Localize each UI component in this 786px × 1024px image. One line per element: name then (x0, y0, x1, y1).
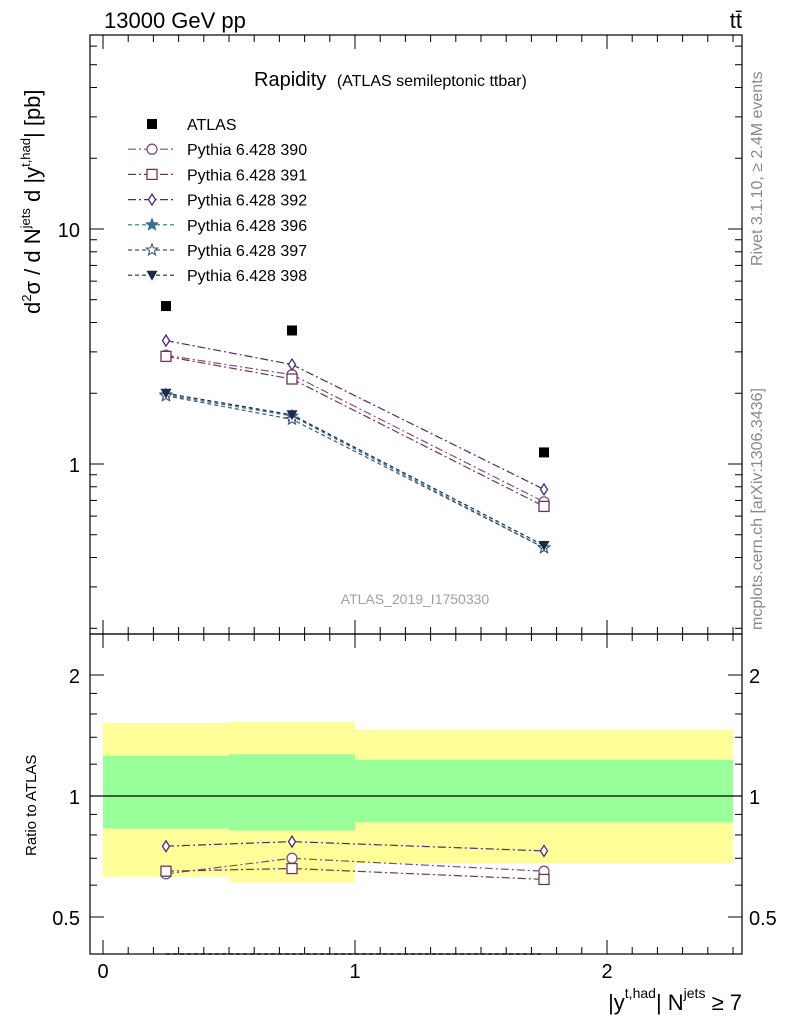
legend-entry: Pythia 6.428 397 (128, 242, 307, 260)
legend-label: Pythia 6.428 397 (187, 243, 307, 260)
ratio-line-3 (165, 840, 545, 852)
ratio-band-stat (103, 755, 229, 829)
legend-entry: Pythia 6.428 396 (128, 217, 307, 235)
series-2-point (160, 350, 172, 363)
legend-label: Pythia 6.428 396 (187, 218, 307, 235)
side-label-bottom: mcplots.cern.ch [arXiv:1306.3436] (749, 388, 766, 630)
atlas-point (539, 447, 549, 458)
series-line-6 (165, 392, 545, 547)
ratio-line-2 (165, 867, 545, 880)
ratio-band-stat (355, 759, 733, 823)
series-line-5 (165, 395, 545, 549)
ratio-y-tick-label-left: 2 (69, 666, 80, 688)
ratio-y-tick-label-right: 1 (749, 787, 760, 809)
series-2-point (286, 373, 298, 385)
ratio-frame (89, 633, 743, 955)
legend-entry: Pythia 6.428 390 (128, 142, 307, 159)
legend-label: Pythia 6.428 390 (187, 142, 307, 159)
legend-marker (146, 168, 158, 181)
legend-marker (146, 270, 158, 281)
x-tick-label: 0 (97, 961, 108, 983)
series-line-3 (165, 340, 545, 490)
ratio-panel: 0.5 0.5 1 1 2 2 0 1 2 (52, 633, 777, 983)
atlas-point (161, 301, 171, 312)
legend-entry: Pythia 6.428 392 (128, 193, 307, 210)
ratio-y-tick-label-right: 0.5 (749, 908, 777, 930)
ratio-ticks: 0.5 0.5 1 1 2 2 0 1 2 (52, 634, 777, 983)
ratio-y-tick-label-left: 0.5 (52, 908, 80, 930)
chart-subtitle: (ATLAS semileptonic ttbar) (337, 73, 527, 90)
x-tick-label: 1 (349, 961, 360, 983)
legend-marker (144, 217, 160, 231)
main-panel: 1 10 (58, 34, 743, 635)
header-left: 13000 GeV pp (104, 8, 246, 33)
ratio-2-point (538, 873, 550, 886)
main-ticks: 1 10 (58, 35, 742, 634)
legend-label: ATLAS (187, 117, 237, 134)
chart-title: Rapidity (ATLAS semileptonic ttbar) (254, 69, 527, 91)
ratio-1-point (286, 852, 298, 864)
atlas-point (287, 325, 297, 336)
legend-entry: Pythia 6.428 398 (128, 268, 307, 285)
ratio-y-tick-label-right: 2 (749, 666, 760, 688)
legend-marker (144, 242, 160, 257)
ratio-2-point (160, 865, 172, 877)
main-series-markers (158, 333, 552, 554)
ratio-3-point (539, 844, 549, 858)
legend-entry: Pythia 6.428 391 (128, 167, 307, 184)
legend-marker (147, 119, 157, 129)
main-series-lines (165, 340, 545, 549)
ratio-line-1 (165, 857, 545, 875)
main-y-tick-label: 1 (69, 455, 80, 477)
legend-marker (146, 143, 158, 155)
series-line-4 (165, 394, 545, 549)
analysis-watermark: ATLAS_2019_I1750330 (341, 591, 490, 607)
x-axis-label: |yt,had| Njets ≥ 7 (608, 985, 742, 1015)
series-line-2 (165, 355, 545, 507)
ratio-bands (103, 721, 733, 883)
side-label-top: Rivet 3.1.10, ≥ 2.4M events (749, 71, 766, 266)
legend-label: Pythia 6.428 392 (187, 193, 307, 210)
series-line-1 (165, 354, 545, 503)
main-y-tick-label: 10 (58, 220, 80, 242)
series-6-point (538, 540, 550, 551)
legend-entry: ATLAS (147, 117, 237, 134)
series-6-point (286, 410, 298, 421)
y-axis-label: d2σ / d Njets d |yt,had| [pb] (18, 89, 45, 314)
series-3-point (539, 482, 549, 497)
ratio-y-axis-label: Ratio to ATLAS (23, 755, 40, 856)
legend-label: Pythia 6.428 398 (187, 268, 307, 285)
ratio-3-point (287, 834, 297, 849)
legend-label: Pythia 6.428 391 (187, 167, 307, 184)
header-right: tt̄ (730, 8, 742, 33)
ratio-band-stat (229, 754, 355, 831)
ratio-series-markers (160, 834, 550, 886)
legend-marker (147, 192, 157, 207)
chart-title-main: Rapidity (254, 69, 326, 91)
atlas-markers (161, 301, 549, 458)
x-tick-label: 2 (601, 961, 612, 983)
ratio-2-point (286, 862, 298, 875)
series-3-point (287, 357, 297, 372)
series-3-point (161, 333, 171, 348)
series-2-point (538, 500, 550, 513)
legend: ATLAS Pythia 6.428 390 Pythia 6.428 391 Pyt… (128, 117, 307, 285)
series-6-point (160, 388, 172, 399)
ratio-y-tick-label-left: 1 (69, 787, 80, 809)
ratio-3-point (161, 839, 171, 853)
